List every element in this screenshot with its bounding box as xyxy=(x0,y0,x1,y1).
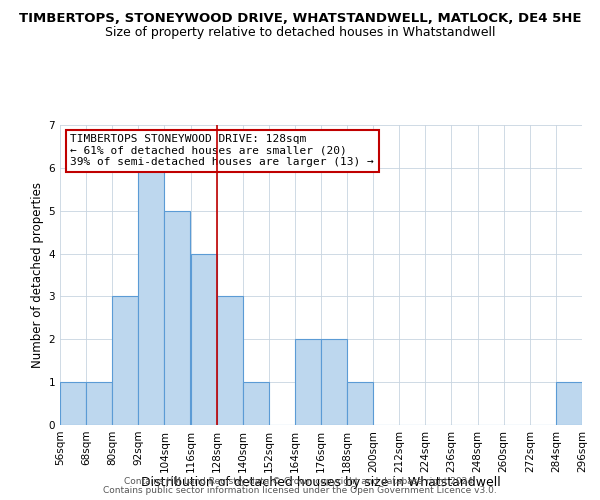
Bar xyxy=(139,168,164,425)
Bar xyxy=(347,382,373,425)
X-axis label: Distribution of detached houses by size in Whatstandwell: Distribution of detached houses by size … xyxy=(141,476,501,489)
Bar xyxy=(295,340,321,425)
Text: Contains public sector information licensed under the Open Government Licence v3: Contains public sector information licen… xyxy=(103,486,497,495)
Text: TIMBERTOPS STONEYWOOD DRIVE: 128sqm
← 61% of detached houses are smaller (20)
39: TIMBERTOPS STONEYWOOD DRIVE: 128sqm ← 61… xyxy=(70,134,374,167)
Bar xyxy=(191,254,217,425)
Text: Contains HM Land Registry data © Crown copyright and database right 2024.: Contains HM Land Registry data © Crown c… xyxy=(124,477,476,486)
Bar xyxy=(321,340,347,425)
Bar xyxy=(556,382,582,425)
Bar xyxy=(242,382,269,425)
Y-axis label: Number of detached properties: Number of detached properties xyxy=(31,182,44,368)
Bar xyxy=(164,210,190,425)
Bar xyxy=(217,296,242,425)
Bar xyxy=(60,382,86,425)
Bar xyxy=(86,382,112,425)
Text: Size of property relative to detached houses in Whatstandwell: Size of property relative to detached ho… xyxy=(105,26,495,39)
Text: TIMBERTOPS, STONEYWOOD DRIVE, WHATSTANDWELL, MATLOCK, DE4 5HE: TIMBERTOPS, STONEYWOOD DRIVE, WHATSTANDW… xyxy=(19,12,581,26)
Bar xyxy=(112,296,139,425)
